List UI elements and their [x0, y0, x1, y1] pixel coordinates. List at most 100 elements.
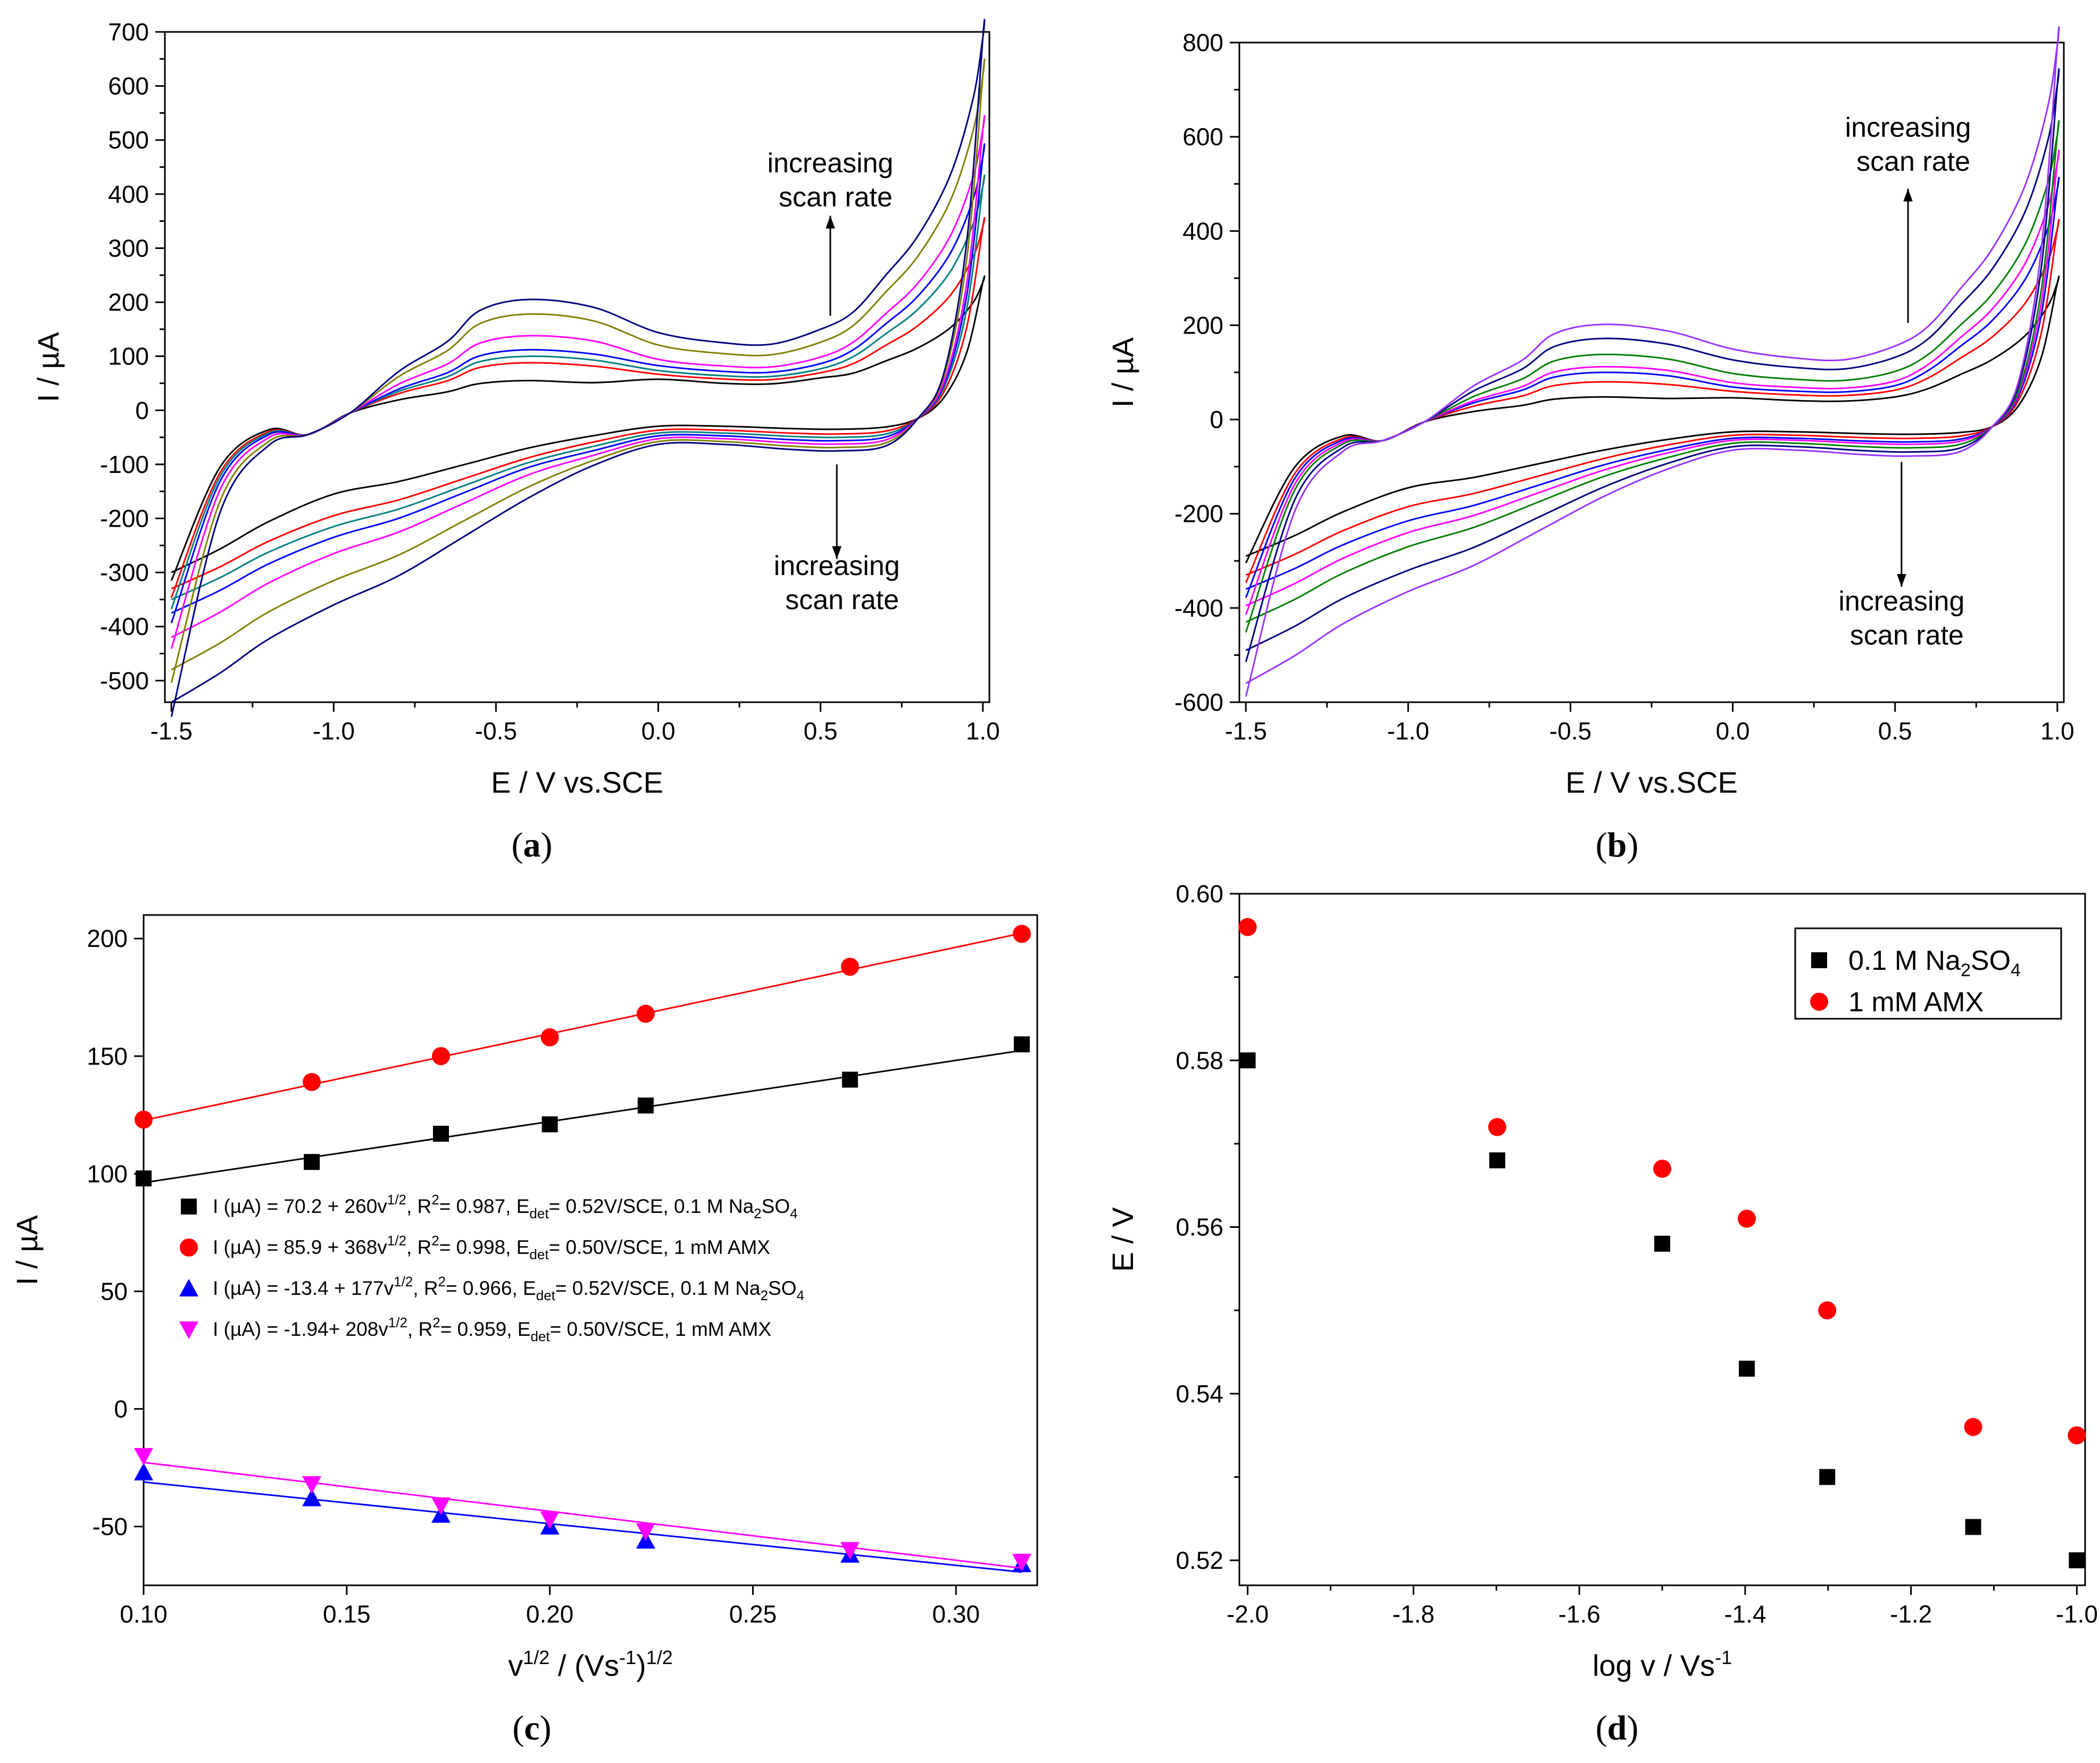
data-point-magenta	[134, 1448, 153, 1466]
text-span: SO	[762, 1195, 790, 1217]
text-span: 1/2	[387, 1233, 406, 1249]
data-point-black	[637, 1097, 654, 1114]
data-point-1-mM-AMX	[1238, 918, 1257, 936]
y-tick-label: 400	[1182, 217, 1223, 245]
legend-entry-black: I (µA) = 70.2 + 260v1/2, R2= 0.987, Edet…	[213, 1192, 798, 1221]
data-point-magenta	[431, 1497, 451, 1515]
annotation-line-2: scan rate	[785, 585, 899, 616]
legend-entry: 1 mM AMX	[1848, 987, 1984, 1018]
text-span: det	[530, 1328, 550, 1344]
y-tick-label: -100	[100, 451, 149, 478]
cv-curve-scan-1	[1245, 275, 2060, 563]
annotation-arrow-head	[826, 215, 835, 229]
text-span: v	[508, 1649, 523, 1682]
data-point-1-mM-AMX	[1964, 1418, 1982, 1436]
panel-a: -1.5 -1.0 -0.5 0.0 0.5 1.0 -500 -400 -300 -200 -10…	[31, 18, 1000, 799]
text-span: I (µA) = 85.9 + 368v	[213, 1236, 387, 1258]
data-point-red	[135, 1110, 153, 1129]
data-point-black	[136, 1170, 152, 1187]
y-tick-label: 400	[108, 180, 149, 208]
text-span: 1 mM AMX	[1848, 987, 1984, 1018]
annotation-line-1: increasing	[1838, 586, 1964, 617]
x-tick-label: 0.15	[323, 1600, 371, 1628]
text-span: log v / Vs	[1593, 1649, 1715, 1682]
y-tick-label: 0.54	[1176, 1380, 1223, 1408]
data-point-red	[540, 1028, 559, 1046]
y-tick-label: 700	[108, 18, 149, 46]
x-tick-label: -0.5	[1549, 717, 1591, 745]
text-span: 2	[438, 1274, 446, 1290]
y-axis-label: I / µA	[10, 1215, 44, 1285]
text-span: = 0.987, E	[439, 1195, 530, 1217]
data-point-0.1-M-Na2SO4	[1965, 1519, 1981, 1535]
x-tick-label: 0.0	[1716, 717, 1750, 745]
x-tick-label: 0.0	[641, 717, 676, 745]
data-point-red	[1012, 925, 1031, 943]
cv-curve-scan-2	[170, 217, 986, 598]
x-tick-label: 0.20	[526, 1600, 574, 1628]
text-span: det	[536, 1287, 556, 1303]
y-tick-label: -600	[1174, 688, 1223, 716]
data-point-1-mM-AMX	[1653, 1159, 1671, 1178]
data-point-black	[432, 1126, 449, 1142]
data-point-red	[303, 1072, 321, 1091]
panel-label-c: (c)	[512, 1709, 551, 1748]
data-point-magenta	[540, 1511, 560, 1529]
y-tick-label: 600	[108, 72, 149, 100]
text-span: (	[512, 1709, 524, 1748]
data-point-red	[431, 1047, 450, 1066]
data-point-0.1-M-Na2SO4	[1489, 1152, 1505, 1169]
legend-marker-red	[180, 1238, 198, 1257]
legend: 0.1 M Na2SO4 1 mM AMX	[1794, 927, 2062, 1020]
legend-marker-black	[181, 1199, 197, 1215]
annotation-line-2: scan rate	[779, 182, 893, 213]
x-tick-label: 0.25	[729, 1600, 777, 1628]
text-span: I (µA) = -13.4 + 177v	[213, 1277, 394, 1299]
plot-frame	[143, 914, 1038, 1586]
x-tick-label: -1.5	[151, 717, 193, 745]
y-axis-label: E / V	[1106, 1207, 1139, 1272]
fit-line-black	[143, 1050, 1022, 1184]
cv-curve-scan-5	[1245, 120, 2060, 633]
y-tick-label: 150	[87, 1042, 128, 1070]
legend: I (µA) = 70.2 + 260v1/2, R2= 0.987, Edet…	[179, 1192, 804, 1344]
data-point-black	[1013, 1036, 1030, 1053]
cv-curve-scan-5	[170, 115, 986, 649]
legend-marker-magenta	[179, 1321, 198, 1339]
data-point-0.1-M-Na2SO4	[1819, 1469, 1836, 1485]
y-tick-label: 0.58	[1176, 1046, 1223, 1074]
annotation-arrow-head	[1903, 188, 1913, 202]
text-span: b	[1607, 826, 1627, 864]
annotation-line-1: increasing	[767, 148, 893, 179]
y-tick-label: 200	[87, 925, 128, 952]
panel-label-d: (d)	[1596, 1709, 1639, 1748]
annotation-line-2: scan rate	[1856, 146, 1970, 177]
text-span: (	[512, 826, 523, 864]
y-tick-label: 0	[135, 396, 149, 424]
text-span: 1/2	[394, 1274, 413, 1290]
panel-label-b: (b)	[1596, 826, 1639, 864]
text-span: (	[1596, 826, 1607, 864]
text-span: , R	[406, 1236, 431, 1258]
y-tick-label: 50	[101, 1277, 128, 1305]
text-span: det	[529, 1205, 549, 1221]
cv-curve-scan-3	[170, 174, 986, 610]
x-tick-label: 1.0	[2040, 717, 2074, 745]
cv-curve-scan-6	[1245, 68, 2060, 662]
x-axis-label: E / V vs.SCE	[1565, 766, 1738, 799]
annotation-line-2: scan rate	[1850, 620, 1964, 651]
data-point-red	[636, 1004, 655, 1023]
text-span: = 0.50V/SCE, 1 mM AMX	[550, 1318, 771, 1340]
x-tick-label: -1.0	[313, 717, 355, 745]
text-span: 2	[761, 1287, 768, 1303]
text-span: , R	[406, 1195, 431, 1217]
text-span: 1/2	[387, 1192, 406, 1208]
text-span: -1	[619, 1646, 636, 1668]
data-point-magenta	[840, 1542, 860, 1560]
text-span: c	[524, 1709, 539, 1748]
data-point-red	[840, 958, 859, 976]
y-tick-label: 600	[1182, 123, 1223, 151]
y-tick-label: -500	[100, 667, 149, 694]
text-span: d	[1607, 1709, 1627, 1748]
